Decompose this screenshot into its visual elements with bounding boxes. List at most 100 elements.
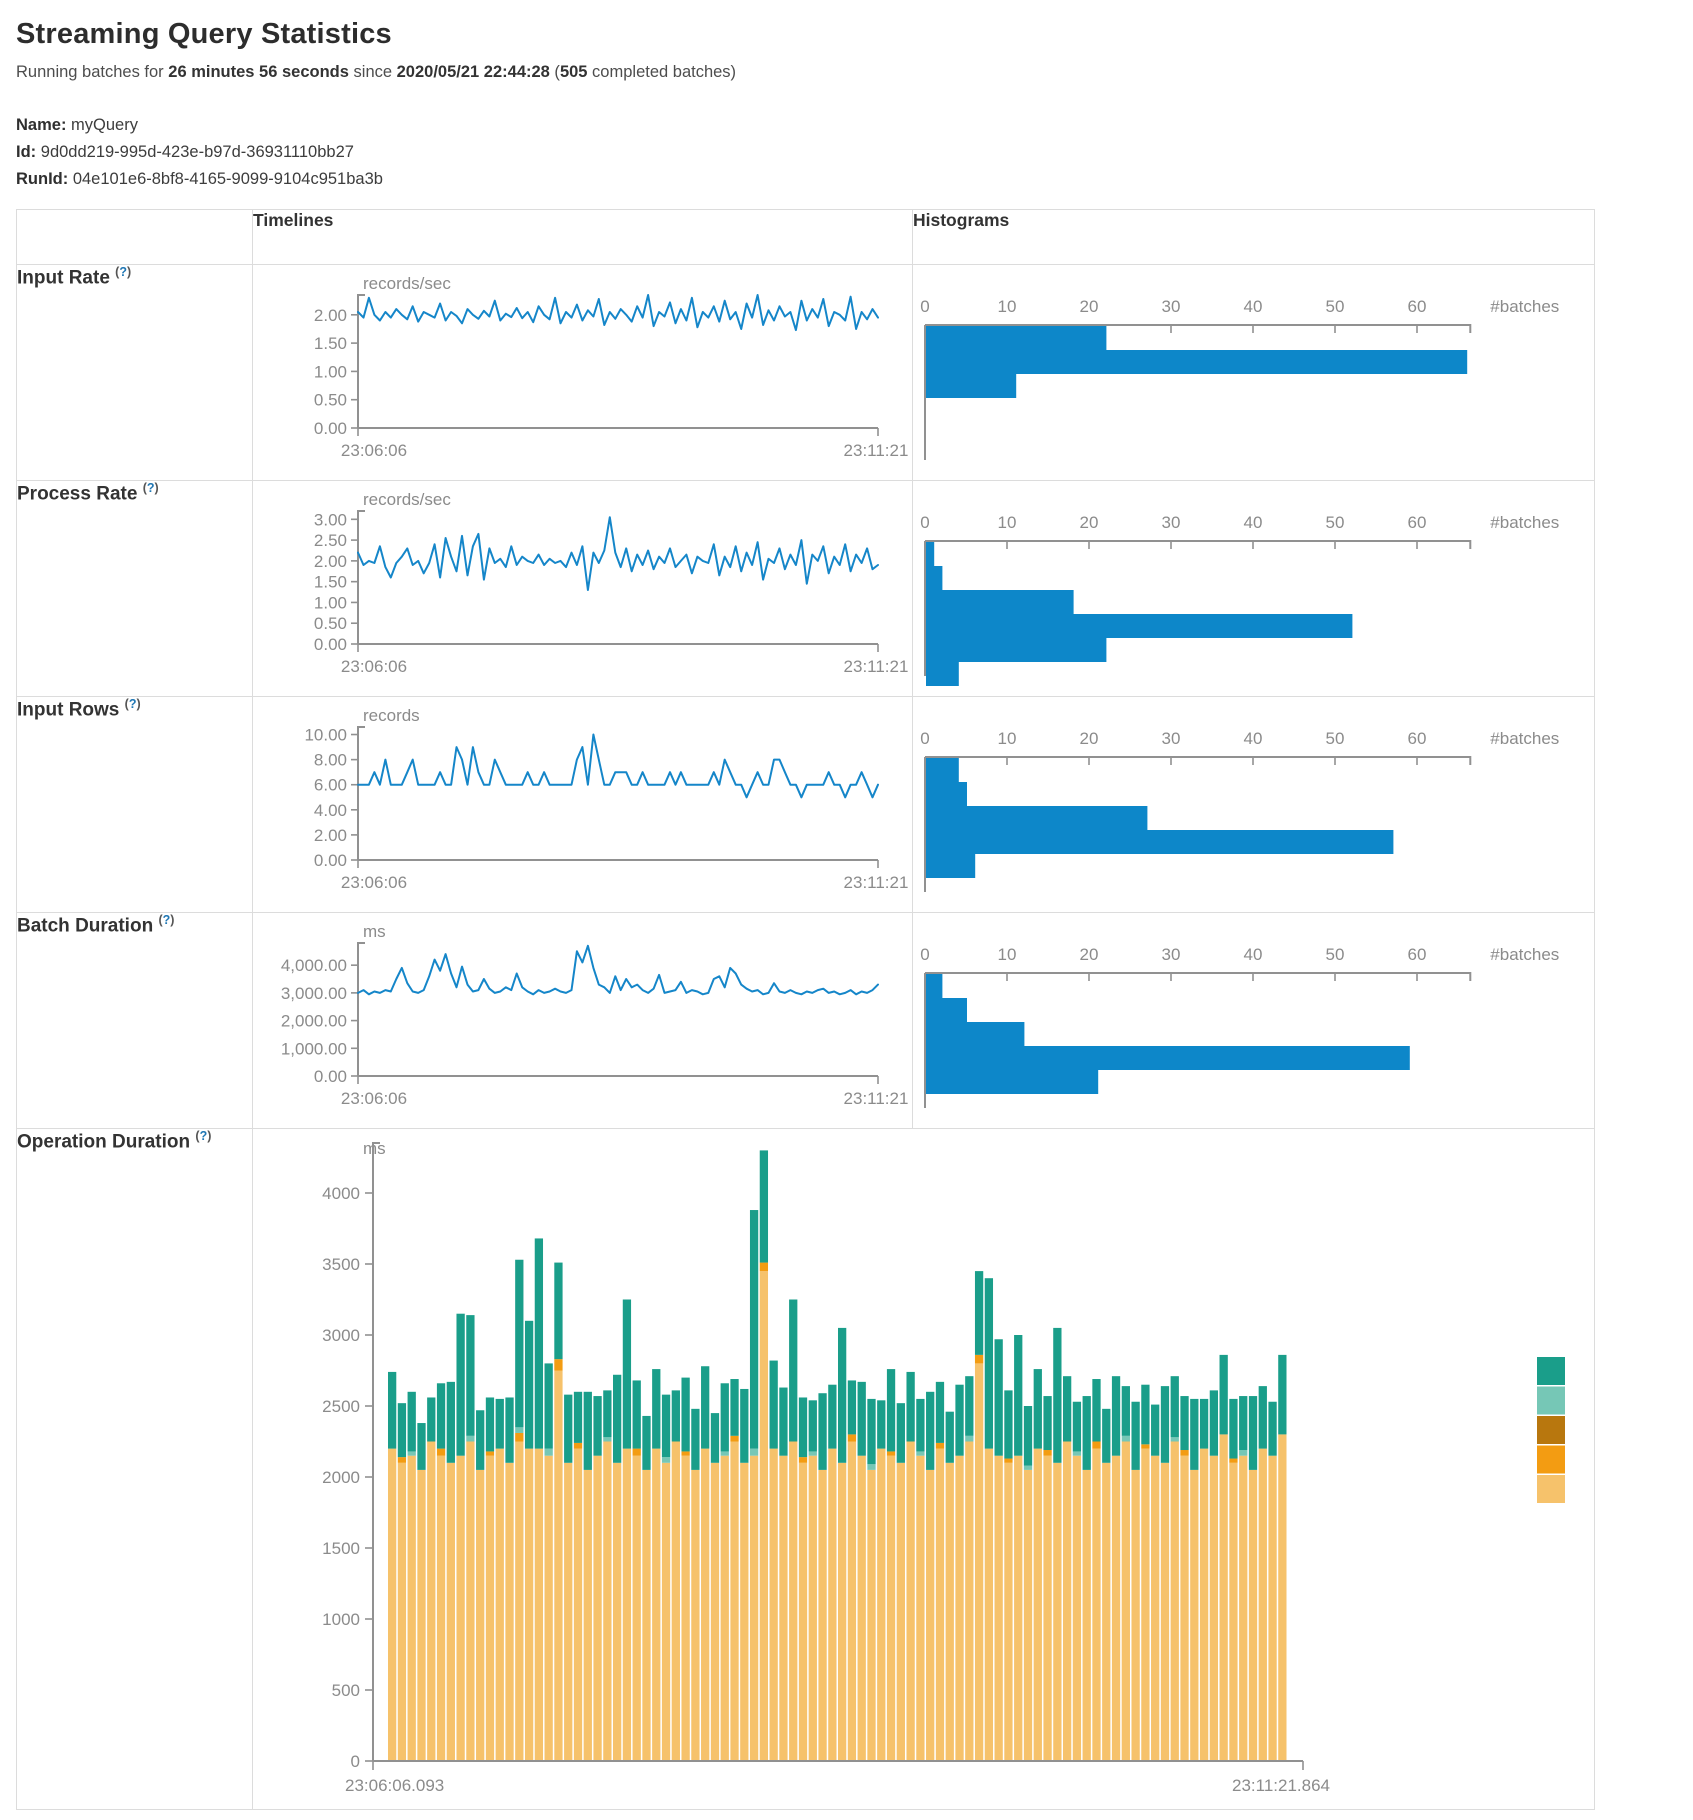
help-icon[interactable]: (?) — [115, 265, 132, 279]
svg-text:3000: 3000 — [322, 1326, 360, 1345]
svg-text:30: 30 — [1162, 297, 1181, 316]
table-row: Input Rate (?) records/sec 0.00 0.50 1.00 1.… — [16, 264, 1595, 481]
svg-text:6.00: 6.00 — [314, 776, 347, 795]
svg-text:0.50: 0.50 — [314, 391, 347, 410]
input-rows-timeline-chart: records 0.00 2.00 4.00 6.00 8.00 10.00 23:06:06… — [304, 706, 909, 892]
summary-batch-count: 505 — [559, 63, 588, 81]
svg-text:3500: 3500 — [322, 1255, 360, 1274]
svg-text:0: 0 — [920, 297, 929, 316]
svg-text:8.00: 8.00 — [314, 751, 347, 770]
svg-text:3,000.00: 3,000.00 — [281, 984, 347, 1003]
process-rate-histogram-chart: 0 10 20 30 40 50 60 #batches — [920, 513, 1559, 686]
svg-text:records/sec: records/sec — [363, 274, 451, 293]
svg-text:23:06:06: 23:06:06 — [341, 1089, 407, 1108]
input-rate-histogram-cell: 0 10 20 30 40 50 60 #batches — [912, 264, 1595, 481]
svg-text:0: 0 — [351, 1752, 360, 1771]
svg-text:23:11:21.864: 23:11:21.864 — [1232, 1776, 1330, 1795]
svg-text:60: 60 — [1408, 945, 1427, 964]
input-rate-histogram-chart: 0 10 20 30 40 50 60 #batches — [920, 297, 1559, 460]
svg-text:#batches: #batches — [1490, 945, 1559, 964]
legend-swatch — [1537, 1386, 1565, 1415]
row-label-batch-duration: Batch Duration (?) — [16, 912, 253, 1129]
svg-text:50: 50 — [1326, 513, 1345, 532]
svg-text:1.00: 1.00 — [314, 593, 347, 612]
svg-text:#batches: #batches — [1490, 297, 1559, 316]
operation-duration-stacked-chart: ms 0 500 1000 1500 2000 2500 3000 3500 4000 23:06:… — [322, 1139, 1565, 1795]
svg-text:10.00: 10.00 — [304, 726, 347, 745]
query-name-value: myQuery — [71, 116, 138, 134]
row-label-process-rate: Process Rate (?) — [16, 480, 253, 697]
svg-text:ms: ms — [363, 922, 386, 941]
svg-text:20: 20 — [1080, 729, 1099, 748]
help-icon[interactable]: (?) — [195, 1129, 212, 1143]
input-rows-histogram-chart: 0 10 20 30 40 50 60 #batches — [920, 729, 1559, 892]
summary-prefix: Running batches for — [16, 63, 169, 81]
row-label-input-rate: Input Rate (?) — [16, 264, 253, 481]
header-histograms: Histograms — [912, 209, 1595, 265]
svg-text:0: 0 — [920, 945, 929, 964]
header-timelines: Timelines — [252, 209, 913, 265]
table-header-row: Timelines Histograms — [16, 209, 1595, 265]
svg-text:2.00: 2.00 — [314, 826, 347, 845]
legend-swatch — [1537, 1357, 1565, 1385]
help-icon[interactable]: (?) — [124, 697, 141, 711]
svg-text:1.50: 1.50 — [314, 334, 347, 353]
summary-since: 2020/05/21 22:44:28 — [396, 63, 550, 81]
svg-text:500: 500 — [332, 1681, 360, 1700]
svg-text:20: 20 — [1080, 945, 1099, 964]
svg-text:60: 60 — [1408, 729, 1427, 748]
svg-text:40: 40 — [1244, 513, 1263, 532]
batch-duration-histogram-cell: 0 10 20 30 40 50 60 #batches — [912, 912, 1595, 1129]
svg-text:50: 50 — [1326, 297, 1345, 316]
svg-text:2.00: 2.00 — [314, 306, 347, 325]
svg-text:#batches: #batches — [1490, 729, 1559, 748]
svg-text:0.00: 0.00 — [314, 635, 347, 654]
svg-text:20: 20 — [1080, 513, 1099, 532]
batch-duration-histogram-chart: 0 10 20 30 40 50 60 #batches — [920, 945, 1559, 1108]
svg-text:1000: 1000 — [322, 1610, 360, 1629]
svg-text:1.50: 1.50 — [314, 573, 347, 592]
svg-text:50: 50 — [1326, 945, 1345, 964]
row-label-input-rows: Input Rows (?) — [16, 696, 253, 913]
process-rate-timeline-chart: records/sec 0.00 0.50 1.001.50 2.00 2.50 3.00 2… — [314, 490, 909, 676]
table-row: Operation Duration (?) ms 0 500 1000 1500 200… — [16, 1128, 1595, 1810]
svg-text:1.00: 1.00 — [314, 362, 347, 381]
svg-text:2500: 2500 — [322, 1397, 360, 1416]
svg-text:10: 10 — [998, 297, 1017, 316]
svg-text:23:06:06: 23:06:06 — [341, 441, 407, 460]
summary-paren: ( — [549, 63, 560, 81]
svg-text:records/sec: records/sec — [363, 490, 451, 509]
svg-text:23:11:21: 23:11:21 — [844, 1089, 909, 1108]
svg-text:3.00: 3.00 — [314, 510, 347, 529]
svg-text:2,000.00: 2,000.00 — [281, 1012, 347, 1031]
process-rate-timeline-cell: records/sec 0.00 0.50 1.00 1.50 2.00 2.50 3.00 2… — [252, 480, 913, 697]
legend-swatch — [1537, 1475, 1565, 1503]
svg-text:30: 30 — [1162, 513, 1181, 532]
input-rate-timeline-chart: records/sec 0.00 0.50 1.00 1.50 2.00 23:06:06 2… — [314, 274, 909, 460]
svg-text:23:11:21: 23:11:21 — [844, 657, 909, 676]
svg-text:0: 0 — [920, 729, 929, 748]
svg-text:23:06:06: 23:06:06 — [341, 657, 407, 676]
input-rate-timeline-cell: records/sec 0.00 0.50 1.00 1.50 2.00 23:06:06 2… — [252, 264, 913, 481]
query-meta: Name: myQuery Id: 9d0dd219-995d-423e-b97… — [16, 112, 1677, 193]
svg-text:2.00: 2.00 — [314, 552, 347, 571]
summary-middle: since — [348, 63, 397, 81]
summary-duration: 26 minutes 56 seconds — [168, 63, 349, 81]
help-icon[interactable]: (?) — [158, 913, 175, 927]
svg-text:4000: 4000 — [322, 1184, 360, 1203]
svg-text:30: 30 — [1162, 729, 1181, 748]
svg-text:1500: 1500 — [322, 1539, 360, 1558]
svg-text:10: 10 — [998, 945, 1017, 964]
table-row: Batch Duration (?) ms 0.00 1,000.00 2,000.0… — [16, 912, 1595, 1129]
svg-text:40: 40 — [1244, 729, 1263, 748]
query-name-label: Name: — [16, 116, 67, 134]
svg-text:10: 10 — [998, 513, 1017, 532]
process-rate-histogram-cell: 0 10 20 30 40 50 60 #batches — [912, 480, 1595, 697]
svg-text:4.00: 4.00 — [314, 801, 347, 820]
svg-text:40: 40 — [1244, 945, 1263, 964]
query-id-value: 9d0dd219-995d-423e-b97d-36931110bb27 — [40, 143, 354, 161]
help-icon[interactable]: (?) — [142, 481, 159, 495]
svg-text:2000: 2000 — [322, 1468, 360, 1487]
svg-text:23:11:21: 23:11:21 — [844, 873, 909, 892]
svg-text:23:06:06: 23:06:06 — [341, 873, 407, 892]
